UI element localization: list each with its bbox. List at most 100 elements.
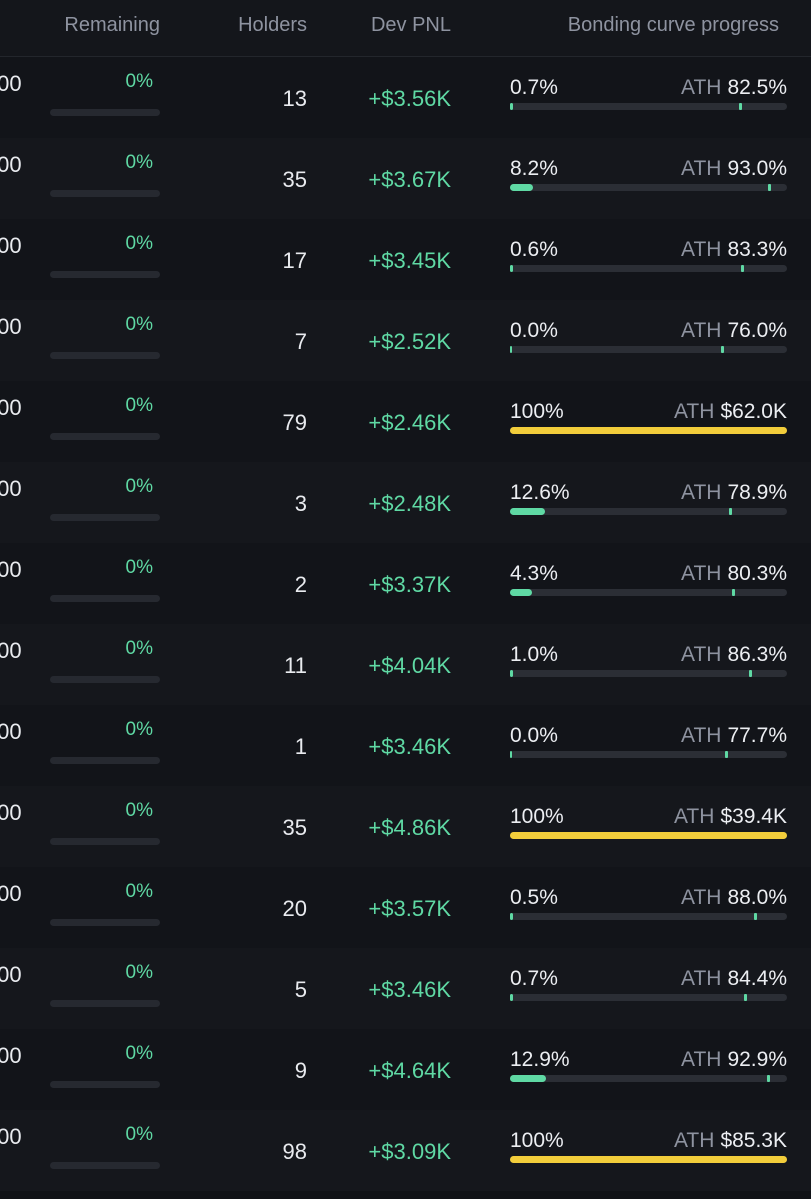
ath-label: ATH (681, 724, 722, 747)
remaining-bar (50, 1162, 160, 1169)
ath-value: 88.0% (727, 886, 787, 909)
dev-pnl-value: +$3.67K (368, 167, 451, 192)
dev-pnl-value: +$3.37K (368, 572, 451, 597)
dev-pnl-value: +$4.64K (368, 1058, 451, 1083)
ath-marker (741, 265, 744, 272)
ath-value: 76.0% (727, 319, 787, 342)
ath-info: ATH 93.0% (600, 157, 787, 181)
holders-count: 79 (282, 410, 307, 435)
holders-count: 98 (282, 1139, 307, 1164)
ath-info: ATH 92.9% (600, 1048, 787, 1072)
holders-count: 11 (284, 653, 307, 678)
ath-label: ATH (681, 886, 722, 909)
ath-marker (725, 751, 728, 758)
bonding-curve-percent: 0.0% (510, 319, 558, 342)
holders-count: 35 (282, 167, 307, 192)
ath-info: ATH 86.3% (600, 643, 787, 667)
remaining-bar (50, 757, 160, 764)
ath-marker (744, 994, 747, 1001)
bonding-curve-track (510, 346, 787, 353)
ath-label: ATH (673, 805, 715, 828)
remaining-percent: 0% (125, 395, 153, 416)
bonding-curve-percent: 12.6% (510, 481, 570, 504)
bonding-curve-percent: 100% (510, 400, 564, 423)
truncated-value: .00 (0, 314, 22, 339)
dev-pnl-value: +$3.46K (368, 734, 451, 759)
bonding-curve-percent: 12.9% (510, 1048, 570, 1071)
remaining-percent: 0% (125, 800, 153, 821)
holders-count: 2 (294, 572, 307, 597)
ath-info: ATH 76.0% (600, 319, 787, 343)
remaining-bar (50, 919, 160, 926)
remaining-bar (50, 514, 160, 521)
holders-count: 3 (294, 491, 307, 516)
bonding-curve-fill (510, 913, 513, 920)
ath-info: ATH 84.4% (600, 967, 787, 991)
bonding-curve-track (510, 427, 787, 434)
bonding-curve-track (510, 1156, 787, 1163)
remaining-bar (50, 1000, 160, 1007)
dev-pnl-value: +$3.09K (368, 1139, 451, 1164)
column-header-dev-pnl[interactable]: Dev PNL (370, 14, 451, 36)
bonding-curve-fill (510, 832, 787, 839)
truncated-value: .00 (0, 638, 22, 663)
bonding-curve-fill (510, 1075, 546, 1082)
bonding-curve-track (510, 670, 787, 677)
remaining-percent: 0% (125, 638, 153, 659)
ath-info: ATH 82.5% (600, 76, 787, 100)
ath-value: 86.3% (727, 643, 787, 666)
table-row[interactable]: .00 0% 35 +$4.86K 100% ATH$39.4K (0, 786, 811, 867)
remaining-percent: 0% (125, 1124, 153, 1145)
remaining-bar (50, 676, 160, 683)
ath-info: ATH 78.9% (600, 481, 787, 505)
ath-label: ATH (673, 400, 715, 423)
dev-pnl-value: +$4.86K (368, 815, 451, 840)
ath-info: ATH 88.0% (600, 886, 787, 910)
bonding-curve-fill (510, 670, 513, 677)
bonding-curve-percent: 1.0% (510, 643, 558, 666)
ath-label: ATH (681, 643, 722, 666)
remaining-percent: 0% (125, 1043, 153, 1064)
truncated-value: .00 (0, 719, 22, 744)
holders-count: 35 (282, 815, 307, 840)
ath-label: ATH (681, 967, 722, 990)
column-header-bonding-curve-progress[interactable]: Bonding curve progress (567, 14, 779, 36)
bonding-curve-track (510, 1075, 787, 1082)
truncated-value: .00 (0, 881, 22, 906)
bonding-curve-fill (510, 1156, 787, 1163)
truncated-value: .00 (0, 71, 22, 96)
bonding-curve-percent: 0.7% (510, 967, 558, 990)
holders-count: 13 (282, 86, 307, 111)
bonding-curve-percent: 0.6% (510, 238, 558, 261)
column-header-remaining[interactable]: Remaining (64, 14, 160, 36)
remaining-percent: 0% (125, 152, 153, 173)
remaining-percent: 0% (125, 476, 153, 497)
ath-value: 78.9% (727, 481, 787, 504)
ath-value: $62.0K (720, 400, 787, 423)
ath-marker (767, 1075, 770, 1082)
ath-value: 82.5% (727, 76, 787, 99)
table-row[interactable]: .00 0% 79 +$2.46K 100% ATH$62.0K (0, 381, 811, 462)
bonding-curve-track (510, 265, 787, 272)
ath-label: ATH (681, 238, 722, 261)
remaining-bar (50, 109, 160, 116)
table-row[interactable]: .00 0% 98 +$3.09K 100% ATH$85.3K (0, 1110, 811, 1191)
ath-info: ATH $39.4K (600, 805, 787, 829)
ath-info: ATH $62.0K (600, 400, 787, 424)
column-header-holders[interactable]: Holders (238, 14, 307, 36)
remaining-bar (50, 1081, 160, 1088)
truncated-value: .00 (0, 1043, 22, 1068)
bonding-curve-fill (510, 346, 512, 353)
